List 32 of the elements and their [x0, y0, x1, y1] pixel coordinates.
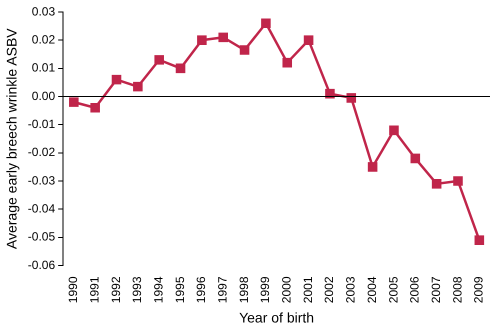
- y-axis-title: Average early breech wrinkle ASBV: [3, 28, 20, 250]
- y-tick-label: -0.01: [28, 116, 56, 131]
- x-tick-label: 1993: [130, 276, 144, 304]
- x-tick-label: 2001: [300, 276, 315, 304]
- x-tick-label: 2007: [428, 276, 443, 304]
- x-tick-label: 2002: [322, 276, 336, 304]
- y-tick-label: -0.04: [28, 201, 56, 216]
- x-axis-title: Year of birth: [239, 309, 314, 326]
- x-tick-label: 1990: [66, 276, 80, 304]
- x-tick-label: 2006: [408, 276, 422, 304]
- x-tick-label: 1991: [87, 276, 102, 304]
- x-tick-label: 1997: [216, 276, 230, 304]
- y-tick-label: 0.03: [32, 4, 56, 18]
- x-tick-label: 2004: [364, 276, 379, 304]
- x-tick-label: 1995: [172, 276, 187, 304]
- y-tick-label: -0.02: [28, 145, 56, 160]
- y-tick-label: -0.03: [28, 173, 56, 188]
- y-tick-label: -0.05: [28, 230, 56, 244]
- x-tick-label: 1992: [108, 276, 123, 304]
- y-tick-label: -0.06: [28, 258, 56, 272]
- x-tick-label: 2008: [450, 276, 464, 304]
- y-tick-label: 0.00: [32, 88, 56, 103]
- x-tick-label: 2003: [344, 276, 358, 304]
- x-tick-label: 1999: [258, 276, 272, 304]
- x-tick-label: 1996: [194, 276, 208, 304]
- x-tick-label: 1998: [236, 276, 251, 304]
- x-tick-label: 1994: [152, 276, 166, 304]
- x-tick-label: 2005: [386, 276, 400, 304]
- x-tick-label: 2009: [472, 276, 486, 304]
- y-tick-label: 0.01: [32, 60, 56, 75]
- x-tick-label: 2000: [280, 276, 294, 304]
- y-tick-label: 0.02: [32, 32, 56, 46]
